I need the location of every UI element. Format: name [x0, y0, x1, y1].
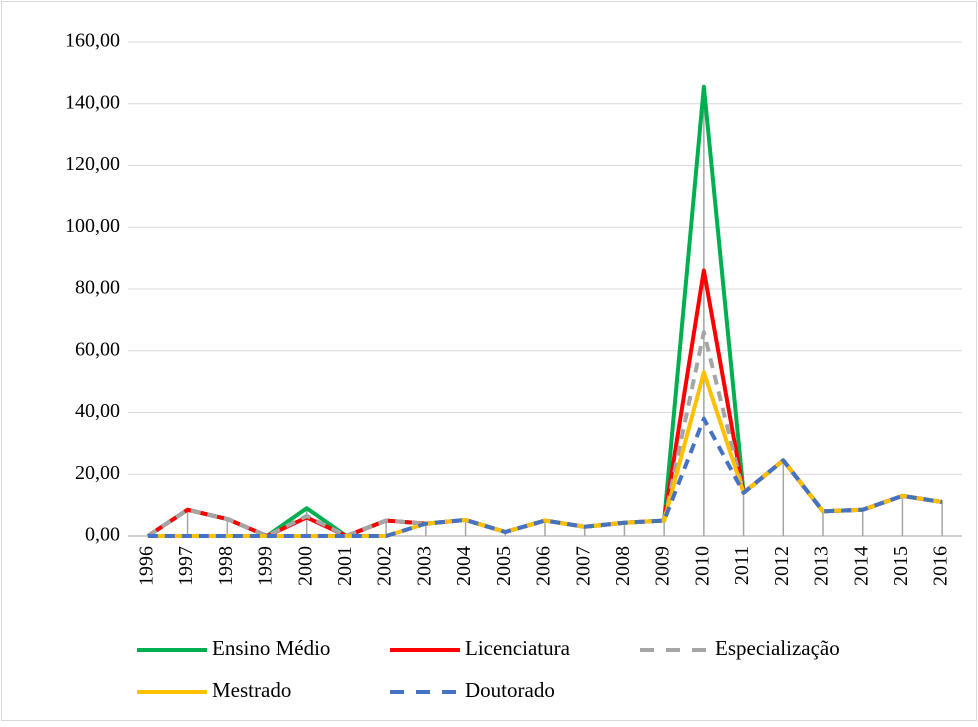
legend-label: Licenciatura — [465, 636, 571, 660]
legend-label: Doutorado — [465, 678, 555, 702]
y-tick-label: 100,00 — [65, 215, 120, 237]
y-tick-label: 20,00 — [75, 462, 120, 484]
y-tick-label: 120,00 — [65, 153, 120, 175]
y-tick-label: 0,00 — [85, 524, 120, 546]
y-tick-label: 80,00 — [75, 277, 120, 299]
y-tick-label: 60,00 — [75, 338, 120, 360]
x-tick-label: 2002 — [374, 546, 396, 586]
legend-label: Ensino Médio — [212, 636, 330, 660]
legend-label: Especialização — [715, 636, 840, 660]
x-tick-label: 2014 — [850, 546, 872, 586]
x-tick-label: 2005 — [493, 546, 515, 586]
x-tick-label: 1996 — [135, 546, 157, 586]
x-tick-label: 2006 — [533, 546, 555, 586]
x-tick-label: 1997 — [175, 546, 197, 586]
x-tick-label: 2012 — [771, 546, 793, 586]
x-tick-label: 1999 — [255, 546, 277, 586]
x-tick-label: 1998 — [215, 546, 237, 586]
series-line — [147, 370, 943, 538]
x-tick-label: 2009 — [652, 546, 674, 586]
x-tick-label: 2016 — [930, 546, 952, 586]
x-tick-label: 2010 — [691, 546, 713, 586]
y-tick-label: 160,00 — [65, 30, 120, 52]
x-tick-label: 2013 — [811, 546, 833, 586]
x-tick-label: 2004 — [453, 546, 475, 586]
x-tick-label: 2007 — [572, 546, 594, 586]
x-tick-label: 2003 — [413, 546, 435, 586]
x-tick-label: 2001 — [334, 546, 356, 586]
x-tick-label: 2008 — [612, 546, 634, 586]
y-tick-label: 140,00 — [65, 91, 120, 113]
x-tick-label: 2011 — [731, 546, 753, 585]
x-tick-label: 2000 — [294, 546, 316, 586]
legend-label: Mestrado — [212, 678, 291, 702]
x-tick-label: 2015 — [890, 546, 912, 586]
y-tick-label: 40,00 — [75, 400, 120, 422]
